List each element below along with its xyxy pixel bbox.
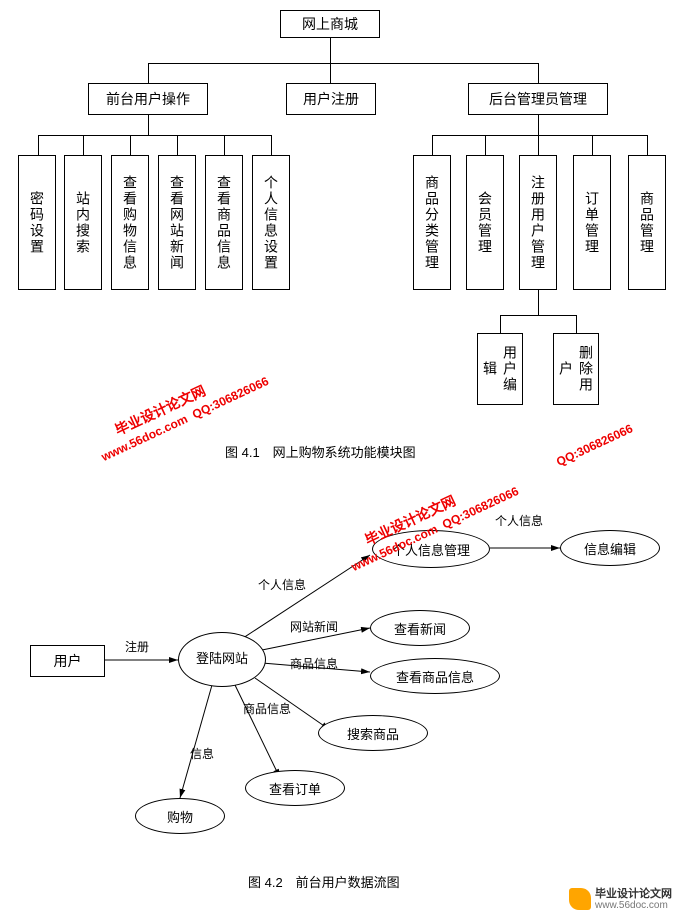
flow-search-product: 搜索商品 [318,715,428,751]
tree-leaf-usermgr: 注册用户管理 [519,155,557,290]
tree-line [130,135,131,155]
tree-leaf-useredit: 用户编辑 [477,333,523,405]
tree-line [538,135,539,155]
flow-view-order: 查看订单 [245,770,345,806]
tree-line [148,63,149,83]
tree-root: 网上商城 [280,10,380,38]
flow-product-label: 商品信息 [290,655,338,672]
tree-backend: 后台管理员管理 [468,83,608,115]
tree-leaf-userdel: 删除用户 [553,333,599,405]
tree-leaf-pwd: 密码设置 [18,155,56,290]
tree-line [148,115,149,135]
tree-line [576,315,577,333]
tree-leaf-search: 站内搜索 [64,155,102,290]
tree-line [538,115,539,135]
tree-leaf-catmgr: 商品分类管理 [413,155,451,290]
flow-shopping: 购物 [135,798,225,834]
tree-line [330,63,331,83]
flow-personal-label2: 个人信息 [495,512,543,529]
tree-line [538,290,539,315]
tree-line [500,315,576,316]
tree-line [148,63,538,64]
tree-leaf-prodmgr: 商品管理 [628,155,666,290]
flow-view-product: 查看商品信息 [370,658,500,694]
tree-leaf-product: 查看商品信息 [205,155,243,290]
logo-line2: www.56doc.com [595,900,672,911]
logo-line1: 毕业设计论文网 [595,888,672,900]
tree-line [647,135,648,155]
tree-frontend: 前台用户操作 [88,83,208,115]
tree-line [485,135,486,155]
tree-line [83,135,84,155]
tree-line [538,63,539,83]
flow-login: 登陆网站 [178,632,266,687]
tree-line [177,135,178,155]
flow-news-label: 网站新闻 [290,618,338,635]
flow-user: 用户 [30,645,105,677]
tree-line [592,135,593,155]
tree-line [271,135,272,155]
tree-leaf-order: 订单管理 [573,155,611,290]
flow-info-label: 信息 [190,745,214,762]
tree-line [432,135,433,155]
watermark-3: QQ:306826066 [554,421,635,469]
caption-fig-4-2: 图 4.2 前台用户数据流图 [248,872,400,891]
tree-line [38,135,271,136]
tree-line [330,38,331,63]
tree-leaf-personal: 个人信息设置 [252,155,290,290]
flow-personal-label: 个人信息 [258,576,306,593]
tree-line [432,135,647,136]
flow-info-edit: 信息编辑 [560,530,660,566]
tree-leaf-member: 会员管理 [466,155,504,290]
flow-register-label: 注册 [125,638,149,655]
tree-line [500,315,501,333]
flow-product-label2: 商品信息 [243,700,291,717]
tree-line [224,135,225,155]
site-logo: 毕业设计论文网 www.56doc.com [569,888,672,911]
caption-fig-4-1: 图 4.1 网上购物系统功能模块图 [225,442,416,461]
flow-view-news: 查看新闻 [370,610,470,646]
tree-line [38,135,39,155]
tree-leaf-news: 查看网站新闻 [158,155,196,290]
tree-register: 用户注册 [286,83,376,115]
tree-leaf-shopinfo: 查看购物信息 [111,155,149,290]
logo-icon [569,888,591,910]
